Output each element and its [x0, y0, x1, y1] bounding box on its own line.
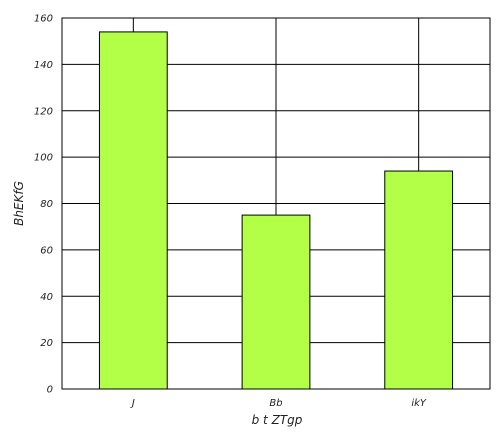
bar-iky: [384, 170, 454, 390]
plot-frame: [61, 17, 491, 390]
x-tick-label: J: [130, 398, 135, 409]
y-tick-label: 100: [34, 153, 53, 164]
x-tick-label: ikY: [411, 398, 427, 409]
bar-bb: [241, 214, 311, 390]
bar-j: [98, 31, 168, 390]
y-tick-label: 60: [40, 245, 53, 256]
x-tick-label: Bb: [269, 398, 282, 409]
y-tick-label: 160: [34, 14, 53, 25]
y-tick-label: 140: [34, 60, 53, 71]
y-tick-label: 20: [40, 338, 53, 349]
y-tick-label: 120: [34, 106, 53, 117]
y-axis-ticks: 0 20 40 60 80 100 120 140 160: [34, 14, 53, 396]
y-tick-label: 0: [47, 385, 53, 396]
y-tick-label: 80: [40, 199, 53, 210]
y-tick-label: 40: [40, 292, 53, 303]
x-axis-label: b t ZTgp: [252, 413, 303, 427]
y-axis-label: BhEKfG: [12, 181, 26, 226]
x-axis-ticks: J Bb ikY: [130, 398, 427, 409]
bars: [98, 31, 454, 390]
